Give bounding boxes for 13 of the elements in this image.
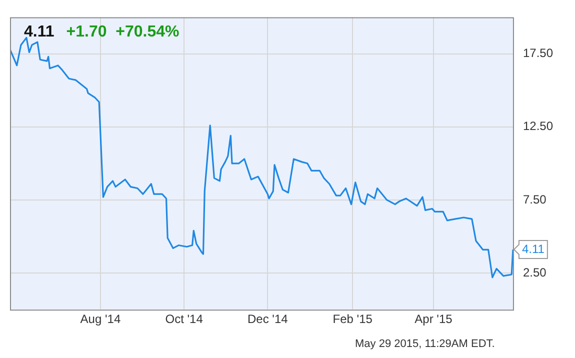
chart-subtitle: +1.70 +70.54% (66, 24, 180, 41)
x-tick-label: Apr '15 (414, 312, 453, 326)
y-tick-label: 17.50 (522, 46, 554, 60)
annotation: 4.11 (522, 242, 545, 256)
x-tick-label: Oct '14 (165, 312, 204, 326)
y-tick-label: 12.50 (522, 119, 554, 134)
x-tick-label: Aug '14 (80, 312, 121, 326)
x-tick-label: Dec '14 (247, 312, 288, 326)
y-tick-label: 7.50 (522, 192, 547, 206)
x-tick-label: Feb '15 (332, 312, 373, 326)
text: May 29 2015, 11:29AM EDT. (355, 338, 495, 350)
y-tick-label: 2.50 (522, 265, 547, 280)
chart-title: 4.11 (24, 24, 54, 41)
